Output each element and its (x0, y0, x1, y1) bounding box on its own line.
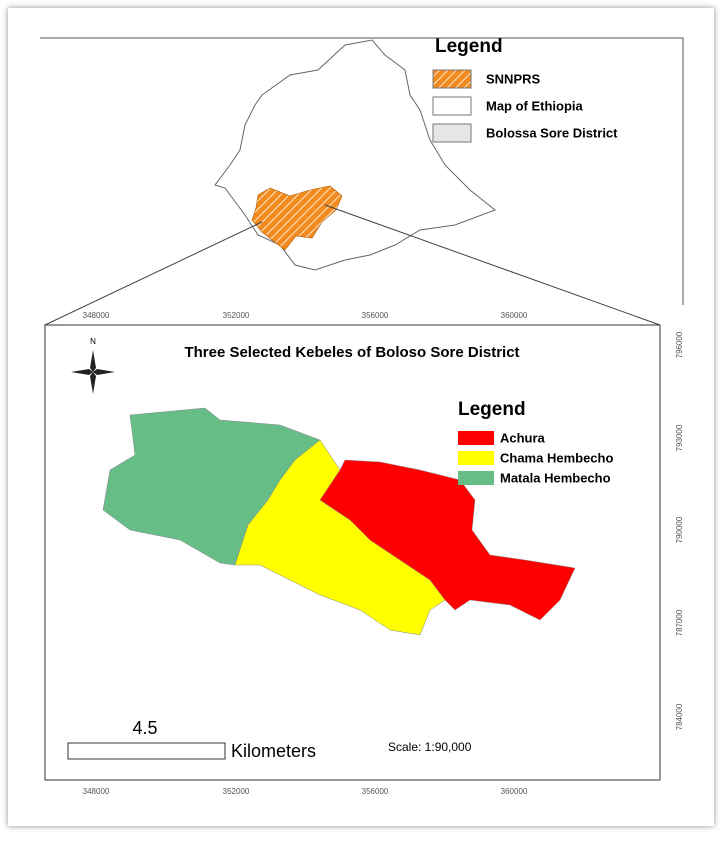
x-coord-label: 348000 (83, 311, 110, 320)
x-coord-label: 352000 (223, 787, 250, 796)
x-coord-label: 356000 (362, 311, 389, 320)
north-label: N (90, 337, 96, 346)
legend-label: Matala Hembecho (500, 470, 611, 485)
y-coord-label: 784000 (675, 703, 684, 730)
north-arrow: N (71, 337, 115, 394)
kebele-achura (319, 459, 576, 621)
legend-swatch (432, 69, 472, 89)
scale-bar (67, 742, 226, 760)
map-title: Three Selected Kebeles of Boloso Sore Di… (184, 344, 519, 361)
legend-title: Legend (458, 399, 526, 420)
legend-swatch (432, 96, 472, 116)
legend-title: Legend (435, 36, 503, 57)
legend-label: Bolossa Sore District (486, 125, 618, 140)
legend-label: SNNPRS (486, 71, 541, 86)
inset-legend: Legend SNNPRS Map of Ethiopia Bolossa Sore… (432, 36, 618, 143)
legend-swatch (458, 471, 494, 485)
zoom-line (44, 221, 263, 326)
legend-label: Map of Ethiopia (486, 98, 584, 113)
scale-distance: 4.5 (132, 718, 157, 738)
zoom-line (324, 204, 661, 326)
y-coord-label: 790000 (675, 516, 684, 543)
x-coord-label: 352000 (223, 311, 250, 320)
legend-swatch (432, 123, 472, 143)
snnprs-region (251, 185, 343, 251)
x-coord-label: 356000 (362, 787, 389, 796)
x-coord-label: 348000 (83, 787, 110, 796)
inset-frame (40, 37, 684, 305)
legend-swatch (458, 451, 494, 465)
main-legend: Legend Achura Chama Hembecho Matala Hembec… (458, 399, 613, 485)
legend-label: Achura (500, 430, 546, 445)
legend-swatch (458, 431, 494, 445)
legend-label: Chama Hembecho (500, 450, 613, 465)
scale-ratio: Scale: 1:90,000 (388, 740, 472, 754)
x-coord-label: 360000 (501, 787, 528, 796)
y-coord-label: 796000 (675, 331, 684, 358)
y-coord-label: 787000 (675, 609, 684, 636)
y-coord-label: 793000 (675, 424, 684, 451)
x-coord-label: 360000 (501, 311, 528, 320)
scale-unit: Kilometers (231, 741, 316, 761)
